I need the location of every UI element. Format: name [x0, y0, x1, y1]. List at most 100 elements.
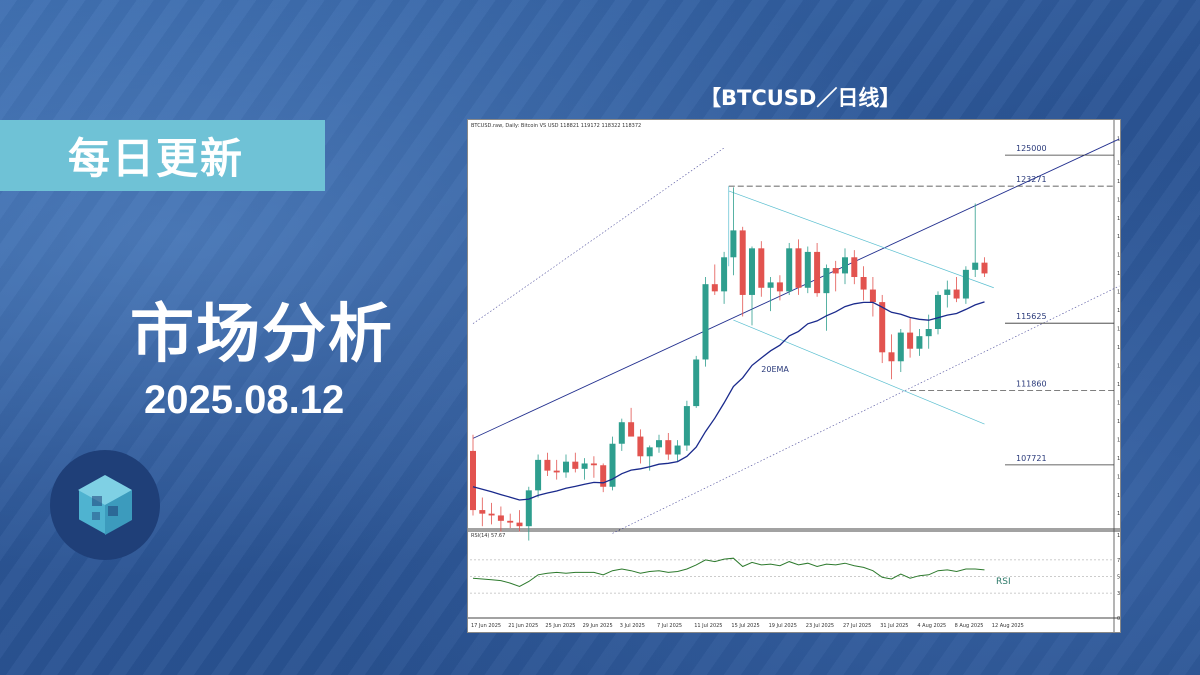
rsi-tick-label: 70.00 [1117, 558, 1120, 564]
candle-body [572, 461, 579, 469]
date-tick-label: 4 Aug 2025 [917, 623, 946, 629]
candle-body [739, 230, 746, 295]
candle-body [944, 289, 951, 295]
candle-body [721, 257, 728, 292]
candle-body [749, 248, 755, 295]
candle-body [470, 450, 476, 511]
candle-body [962, 269, 969, 299]
candle-body [814, 251, 821, 294]
chart-header: BTCUSD.raw, Daily: Bitcoin VS USD 118821… [471, 123, 641, 129]
date-tick-label: 11 Jul 2025 [694, 623, 722, 629]
date-tick-label: 12 Aug 2025 [992, 623, 1024, 629]
price-level-label: 123271 [1016, 175, 1047, 184]
candle-body [618, 422, 625, 444]
price-tick-label: 112234 [1117, 382, 1120, 388]
price-tick-label: 122534 [1117, 197, 1120, 203]
price-level-label: 125000 [1016, 144, 1047, 153]
price-tick-label: 117384 [1117, 290, 1120, 296]
price-tick-label: 121504 [1117, 216, 1120, 222]
report-date: 2025.08.12 [144, 378, 345, 422]
date-tick-label: 31 Jul 2025 [880, 623, 908, 629]
candle-body [786, 248, 793, 292]
candle-body [563, 461, 569, 473]
candle-body [776, 282, 783, 292]
price-tick-label: 108114 [1117, 456, 1120, 462]
candle-body [609, 443, 616, 487]
badge-label: 每日更新 [68, 134, 245, 183]
rsi-tick-label: 30.00 [1117, 591, 1120, 597]
candle-body [711, 284, 718, 292]
date-tick-label: 17 Jun 2025 [471, 623, 501, 629]
descending-channel-lower-line [733, 319, 985, 425]
candle-body [581, 463, 588, 469]
candle-body [507, 520, 514, 523]
candle-body [860, 277, 867, 290]
rsi-line [472, 557, 985, 588]
candle-body [525, 490, 532, 527]
candle-body [888, 352, 895, 362]
price-tick-label: 116354 [1117, 308, 1120, 314]
candle-body [656, 440, 662, 448]
candle-body [916, 336, 923, 349]
candle-body [935, 294, 941, 329]
candle-body [851, 257, 858, 278]
page-title: 市场分析 [130, 298, 394, 372]
candle-body [535, 459, 542, 491]
rsi-label: RSI [996, 577, 1011, 587]
date-tick-label: 23 Jul 2025 [806, 623, 834, 629]
rsi-tick-label: 0.00 [1117, 616, 1120, 622]
price-tick-label: 110174 [1117, 419, 1120, 425]
candle-body [497, 515, 504, 521]
candle-body [628, 422, 635, 437]
price-tick-label: 124594 [1117, 160, 1120, 166]
candle-body [897, 332, 904, 362]
candle-body [972, 262, 979, 270]
candle-body [479, 510, 486, 514]
candle-body [646, 447, 653, 457]
price-tick-label: 115324 [1117, 327, 1120, 333]
candle-body [590, 463, 597, 466]
candle-body [795, 248, 802, 288]
candle-body [879, 302, 886, 353]
candle-body [488, 513, 495, 516]
ema-label: 20EMA [761, 365, 789, 374]
candle-body [925, 329, 932, 337]
price-tick-label: 105024 [1117, 511, 1120, 517]
date-tick-label: 8 Aug 2025 [955, 623, 984, 629]
ascending-channel-upper-line [472, 147, 725, 324]
candle-body [767, 282, 774, 288]
date-tick-label: 7 Jul 2025 [657, 623, 682, 629]
candle-body [832, 268, 839, 274]
date-tick-label: 29 Jun 2025 [583, 623, 613, 629]
candle-body [823, 268, 830, 294]
price-tick-label: 109144 [1117, 437, 1120, 443]
rsi-tick-label: 50.00 [1117, 575, 1120, 581]
candle-body [907, 332, 914, 349]
candle-body [981, 262, 988, 274]
price-level-label: 111860 [1016, 380, 1047, 389]
date-tick-label: 19 Jul 2025 [769, 623, 797, 629]
price-tick-label: 111204 [1117, 400, 1120, 406]
candle-body [553, 470, 560, 473]
candle-body [804, 251, 811, 288]
date-tick-label: 25 Jun 2025 [545, 623, 575, 629]
rsi-tick-label: 100.00 [1117, 533, 1120, 539]
candle-body [516, 522, 523, 527]
candle-body [600, 465, 607, 487]
candle-body [758, 248, 765, 288]
ascending-channel-mid-line [472, 138, 1120, 439]
price-tick-label: 120474 [1117, 234, 1120, 240]
price-tick-label: 123564 [1117, 179, 1120, 185]
ema-20-line [472, 301, 985, 501]
cube-logo-icon [77, 473, 133, 537]
candle-body [674, 445, 681, 455]
chart-caption: 【BTCUSD／日线】 [700, 86, 901, 110]
price-tick-label: 119444 [1117, 253, 1120, 259]
candle-body [693, 359, 700, 407]
date-tick-label: 21 Jun 2025 [508, 623, 538, 629]
brand-logo [50, 450, 160, 560]
candle-body [665, 440, 672, 455]
ascending-channel-lower-line [612, 285, 1120, 534]
daily-update-badge: 每日更新 [0, 120, 325, 191]
date-tick-label: 15 Jul 2025 [731, 623, 759, 629]
